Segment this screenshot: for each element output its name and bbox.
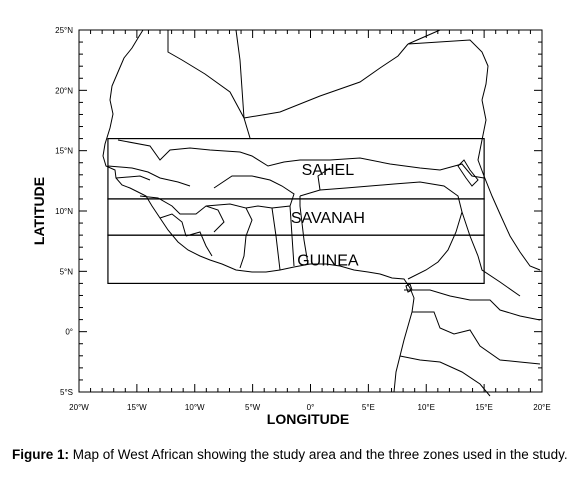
border-algeria-niger <box>243 43 409 119</box>
y-tick-label: 10°N <box>55 207 73 216</box>
coastline-and-borders <box>102 29 541 397</box>
border-libya <box>407 29 489 101</box>
border-niger-nigeria <box>299 167 331 206</box>
coastline <box>102 29 415 393</box>
border-gabon-congo <box>412 311 541 365</box>
border-nigeria <box>299 181 463 280</box>
x-tick-label: 10°E <box>418 403 435 412</box>
x-tick-label: 20°E <box>533 403 550 412</box>
figure-caption: Figure 1: Map of West African showing th… <box>12 446 574 464</box>
y-axis-title: LATITUDE <box>31 177 47 245</box>
y-axis-ticks: 25°N 20°N 15°N 10°N 5°N 0° 5°S <box>55 26 542 397</box>
border-chad-sudan <box>477 99 541 271</box>
west-africa-map: 20°W 15°W 10°W 5°W 0° 5°E 10°E 15°E 20°E 25°N20°… <box>31 26 551 427</box>
island-bioko <box>405 283 413 293</box>
border-sierra-leone <box>159 213 187 237</box>
zone-box-guinea <box>107 234 485 284</box>
zone-label-savanah: SAVANAH <box>291 210 365 227</box>
x-axis-ticks: 20°W 15°W 10°W 5°W 0° 5°E 10°E 15°E 20°E <box>69 30 551 412</box>
x-tick-label: 5°E <box>362 403 375 412</box>
border-ivory-coast <box>205 203 253 269</box>
border-north <box>143 29 251 139</box>
x-axis-title: LONGITUDE <box>267 411 349 427</box>
x-tick-label: 0° <box>307 403 315 412</box>
y-tick-label: 0° <box>65 328 73 337</box>
border-senegal <box>107 165 191 187</box>
study-zones: SAHEL SAVANAH GUINEA <box>107 138 485 284</box>
caption-text: Map of West African showing the study ar… <box>72 447 568 462</box>
border-mali-algeria <box>235 29 245 119</box>
x-tick-label: 15°W <box>127 403 147 412</box>
zone-label-sahel: SAHEL <box>302 162 355 179</box>
border-ghana-togo <box>271 205 309 271</box>
y-tick-label: 25°N <box>55 26 73 35</box>
y-tick-label: 20°N <box>55 86 73 95</box>
border-central-africa <box>404 289 541 321</box>
x-tick-label: 5°W <box>245 403 261 412</box>
border-gambia <box>115 175 151 181</box>
y-tick-label: 15°N <box>55 147 73 156</box>
border-guinea <box>139 195 225 233</box>
border-burkina <box>213 175 295 209</box>
zone-label-guinea: GUINEA <box>297 252 359 269</box>
y-tick-label: 5°N <box>60 267 74 276</box>
border-lake-chad <box>457 159 479 187</box>
border-congo-drc <box>399 355 491 397</box>
border-mauritania-mali <box>117 139 485 179</box>
x-tick-label: 20°W <box>69 403 89 412</box>
border-cameroon <box>461 211 521 297</box>
caption-prefix: Figure 1: <box>12 447 70 462</box>
x-tick-label: 10°W <box>185 403 205 412</box>
y-tick-label: 5°S <box>60 388 73 397</box>
x-tick-label: 15°E <box>475 403 492 412</box>
border-liberia <box>185 231 213 257</box>
